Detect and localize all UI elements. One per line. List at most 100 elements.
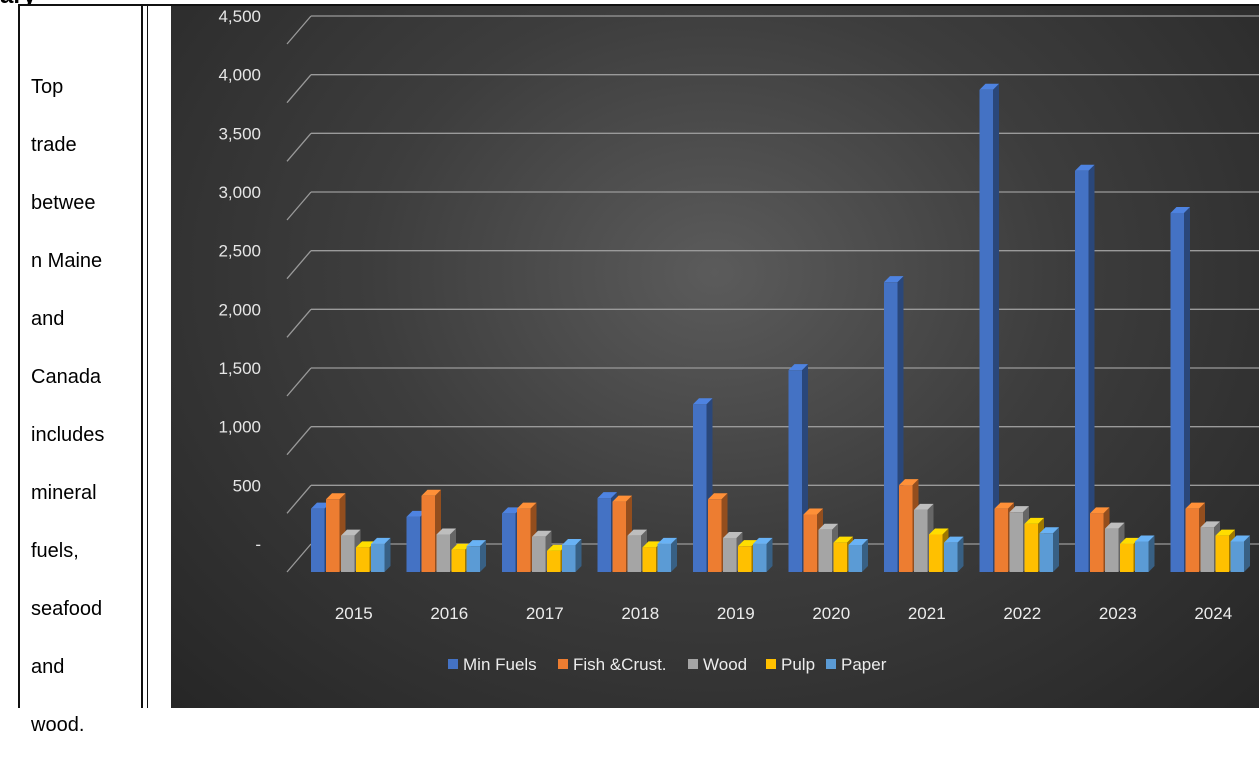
bar-top [1024, 517, 1044, 524]
bar-top [944, 536, 964, 543]
bar [562, 545, 576, 572]
bar-top [311, 502, 331, 509]
bar [341, 535, 355, 572]
bar-top [406, 510, 426, 517]
bar [1009, 512, 1023, 572]
bar-side [766, 537, 773, 572]
y-tick-label: 2,500 [218, 242, 261, 261]
y-tick-label: 3,500 [218, 124, 261, 143]
table-left-border [18, 4, 20, 708]
bar-top [612, 495, 632, 502]
side-note-line: and [31, 308, 65, 330]
bar-top [1120, 537, 1140, 544]
bar-top [502, 507, 522, 514]
bar-top [436, 528, 456, 535]
gridline-depth [286, 250, 312, 280]
gridline-depth [286, 543, 312, 573]
bar [1200, 527, 1214, 572]
legend-label: Paper [841, 655, 887, 674]
gridline-depth [286, 484, 312, 514]
bar [466, 546, 480, 572]
bar [753, 543, 767, 572]
legend-swatch [766, 659, 776, 669]
x-tick-label: 2019 [717, 604, 755, 623]
bar [818, 529, 832, 572]
bar-top [803, 508, 823, 515]
bar-top [627, 529, 647, 536]
bar [1170, 212, 1184, 572]
bar [979, 89, 993, 572]
side-note-line: fuels, [31, 540, 79, 562]
bar-top [1135, 535, 1155, 542]
bar-top [1200, 521, 1220, 528]
bar [1039, 533, 1053, 572]
bar [994, 508, 1008, 572]
y-tick-label: 1,500 [218, 359, 261, 378]
y-tick-label: 1,000 [218, 418, 261, 437]
bar [723, 537, 737, 572]
bar-top [899, 479, 919, 486]
bar-side [1088, 164, 1095, 572]
x-tick-label: 2024 [1194, 604, 1232, 623]
bar-top [326, 493, 346, 500]
bar [371, 543, 385, 572]
bar-top [466, 540, 486, 547]
bar-top [421, 489, 441, 496]
bar [532, 536, 546, 572]
bar-top [547, 544, 567, 551]
bar-side [575, 539, 582, 572]
bar-side [384, 537, 391, 572]
bar [1230, 541, 1244, 572]
bar-top [818, 523, 838, 530]
bar-side [1184, 206, 1190, 572]
bar [502, 513, 516, 572]
bar [311, 508, 325, 572]
bar-top [1105, 522, 1125, 529]
bar [708, 499, 722, 572]
bar [848, 545, 862, 572]
bar-top [451, 543, 471, 550]
bar-side [1053, 527, 1059, 572]
y-tick-label: 2,000 [218, 300, 261, 319]
bar-top [788, 364, 808, 371]
bar-top [738, 540, 758, 547]
side-note-line: Canada [31, 366, 102, 388]
bar-side [480, 540, 486, 572]
side-note-line: wood. [31, 714, 85, 736]
bar [1185, 508, 1199, 572]
bar-top [642, 541, 662, 548]
bar [803, 514, 817, 572]
bar-top [979, 83, 999, 90]
side-note-line: trade [31, 134, 77, 156]
y-tick-label: 4,500 [218, 7, 261, 26]
bar-top [1039, 527, 1059, 534]
bar [929, 534, 943, 572]
side-note-line: and [31, 656, 65, 678]
table-column-divider-inner [147, 4, 148, 708]
bar-top [532, 530, 552, 537]
bar [788, 370, 802, 572]
bar-top [562, 539, 582, 546]
bar-side [993, 83, 999, 572]
bar [884, 282, 898, 572]
x-tick-label: 2018 [621, 604, 659, 623]
bar-top [341, 529, 361, 536]
bar [597, 498, 611, 572]
bar [1024, 523, 1038, 572]
side-note-line: seafood [31, 598, 103, 620]
side-note-line: includes [31, 424, 105, 446]
bar [356, 547, 370, 572]
bar [436, 534, 450, 572]
bar-top [708, 493, 728, 500]
bar-top [1185, 502, 1205, 509]
gridline-depth [286, 132, 312, 162]
bar-side [1244, 535, 1250, 572]
bar-top [356, 541, 376, 548]
bar-top [1090, 507, 1110, 514]
bar [421, 495, 435, 572]
bar-top [833, 536, 853, 543]
bar-top [371, 537, 391, 544]
bar [738, 546, 752, 572]
table-column-divider [141, 4, 143, 708]
x-tick-label: 2015 [335, 604, 373, 623]
